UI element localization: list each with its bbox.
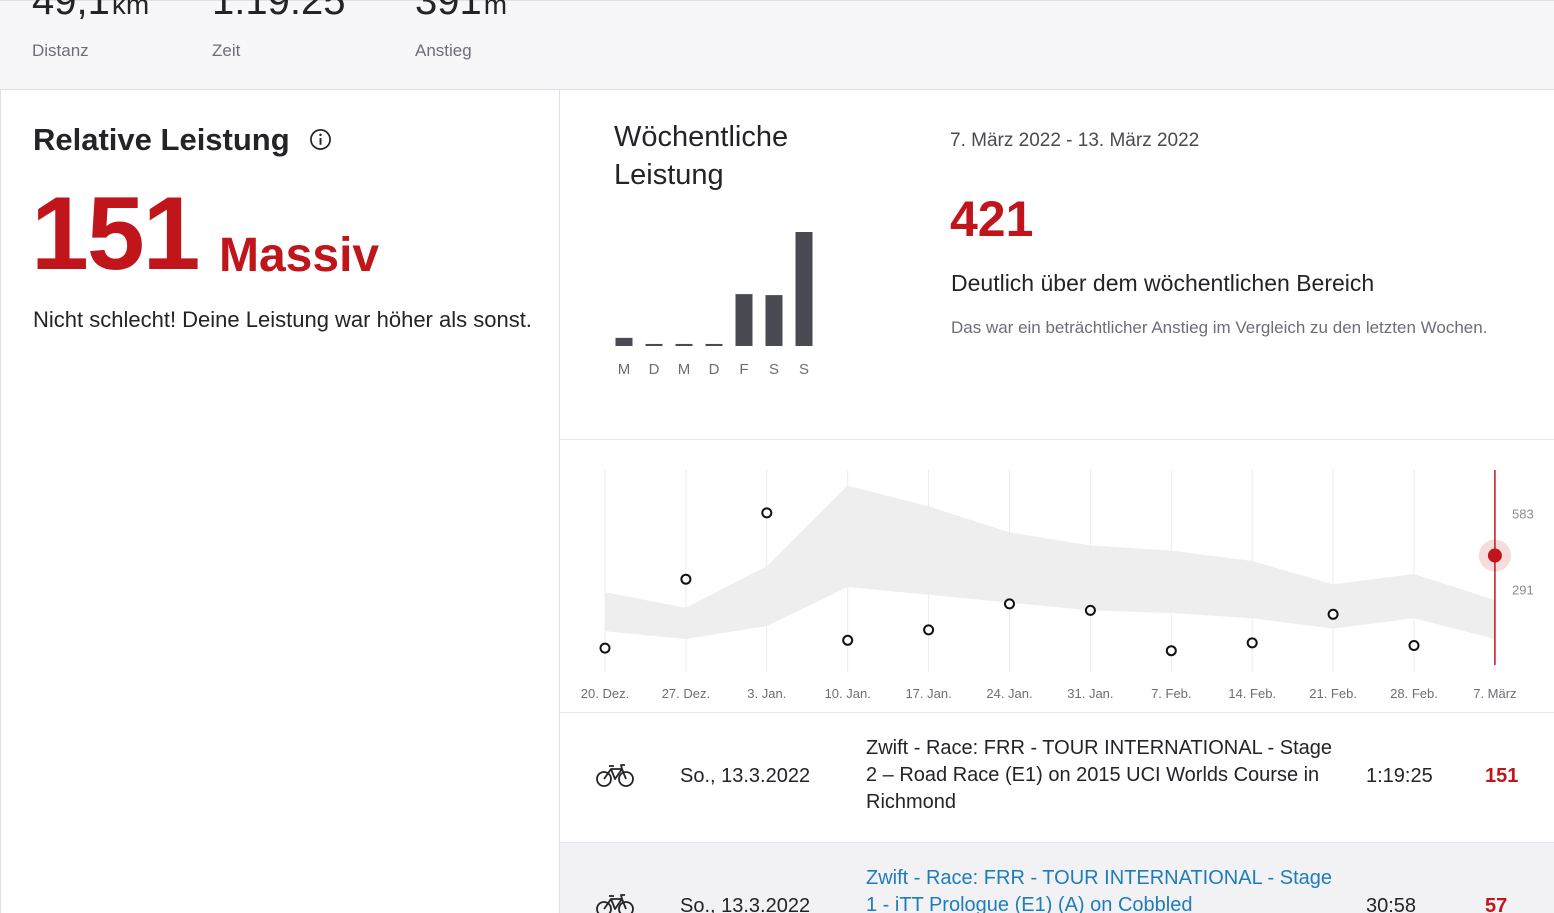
weekly-effort-description: Das war ein beträchtlicher Anstieg im Ve…	[951, 318, 1488, 337]
weekly-day-label: D	[709, 361, 720, 378]
x-tick-label: 3. Jan.	[747, 686, 786, 701]
activity-row[interactable]: So., 13.3.2022 Zwift - Race: FRR - TOUR …	[560, 842, 1554, 913]
week-point[interactable]	[1004, 598, 1015, 610]
relative-effort-title: Relative Leistung	[33, 122, 290, 157]
y-tick-label: 583	[1512, 506, 1534, 521]
week-point[interactable]	[1327, 608, 1339, 620]
weekly-day-label: M	[618, 361, 631, 378]
activity-row[interactable]: So., 13.3.2022 Zwift - Race: FRR - TOUR …	[560, 712, 1554, 842]
relative-effort-panel: Relative Leistung 151 Massiv Nicht schle…	[0, 90, 560, 913]
typical-range-band	[605, 485, 1495, 639]
weekly-day-label: F	[739, 361, 748, 378]
weekly-bar	[675, 343, 693, 346]
weekly-day-label: S	[769, 361, 779, 378]
stat-time-value: 1:19:25	[212, 0, 346, 23]
weekly-day-label: D	[649, 361, 660, 378]
weekly-day-label: M	[678, 361, 691, 378]
x-tick-label: 24. Jan.	[986, 686, 1032, 701]
relative-effort-level: Massiv	[219, 229, 380, 282]
x-tick-label: 21. Feb.	[1309, 686, 1357, 701]
x-tick-label: 31. Jan.	[1067, 686, 1113, 701]
stat-time-label: Zeit	[212, 41, 241, 60]
x-tick-label: 17. Jan.	[905, 686, 951, 701]
activity-relative-effort: 151	[1485, 765, 1519, 787]
bike-icon	[596, 764, 634, 787]
x-tick-label: 27. Dez.	[662, 686, 710, 701]
activity-name[interactable]: Zwift - Race: FRR - TOUR INTERNATIONAL -…	[866, 737, 1332, 813]
effort-trend-chart[interactable]: 583 291 20. Dez. 27. Dez. 3. Jan. 10. Jan. 17.…	[560, 440, 1554, 712]
activity-date: So., 13.3.2022	[680, 895, 811, 913]
week-point[interactable]	[1165, 645, 1177, 657]
weekly-bar	[615, 337, 633, 346]
week-point[interactable]	[761, 507, 773, 519]
y-tick-label: 291	[1512, 582, 1534, 597]
activity-stats-bar: 49,1km Distanz 1:19:25 Zeit 391m Anstieg	[0, 0, 1554, 90]
weekly-bar	[735, 294, 753, 346]
stat-distance-label: Distanz	[32, 41, 89, 60]
activity-relative-effort: 57	[1485, 895, 1508, 913]
relative-effort-description: Nicht schlecht! Deine Leistung war höher…	[33, 307, 532, 332]
activity-time: 1:19:25	[1366, 765, 1433, 787]
weekly-bar	[645, 343, 663, 346]
stat-distance-value: 49,1	[32, 0, 110, 23]
stat-elevation-value: 391	[415, 0, 482, 23]
relative-effort-value: 151	[31, 176, 201, 292]
stat-distance-unit: km	[111, 0, 150, 20]
week-point[interactable]	[923, 624, 935, 636]
week-point[interactable]	[680, 573, 692, 585]
x-tick-label: 10. Jan.	[825, 686, 871, 701]
week-point[interactable]	[842, 634, 854, 646]
current-week-point[interactable]	[1487, 548, 1502, 563]
week-point[interactable]	[1408, 640, 1420, 651]
week-point[interactable]	[599, 642, 611, 654]
weekly-date-range: 7. März 2022 - 13. März 2022	[950, 130, 1200, 151]
stat-elevation-unit: m	[483, 0, 508, 20]
weekly-day-label: S	[799, 361, 809, 378]
weekly-effort-status: Deutlich über dem wöchentlichen Bereich	[951, 270, 1375, 296]
week-point[interactable]	[1246, 637, 1258, 649]
weekly-bar	[795, 232, 813, 346]
x-tick-label: 28. Feb.	[1390, 686, 1438, 701]
activity-name[interactable]: Zwift - Race: FRR - TOUR INTERNATIONAL -…	[866, 867, 1332, 913]
x-tick-label: 14. Feb.	[1228, 686, 1276, 701]
weekly-effort-panel: Wöchentliche Leistung M D M D F S S 7. März 20…	[560, 90, 1554, 440]
x-tick-label: 7. März	[1473, 686, 1516, 701]
week-point[interactable]	[1084, 604, 1096, 616]
stat-elevation-label: Anstieg	[415, 41, 472, 60]
bike-icon	[596, 894, 634, 913]
activity-time: 30:58	[1366, 895, 1417, 913]
weekly-bar	[765, 295, 783, 346]
x-tick-label: 7. Feb.	[1151, 686, 1191, 701]
activity-date: So., 13.3.2022	[680, 765, 811, 787]
x-tick-label: 20. Dez.	[581, 686, 629, 701]
info-icon[interactable]	[309, 128, 332, 151]
weekly-effort-title: Wöchentliche Leistung	[614, 121, 789, 191]
weekly-effort-value: 421	[950, 191, 1034, 247]
weekly-bar	[705, 343, 723, 346]
